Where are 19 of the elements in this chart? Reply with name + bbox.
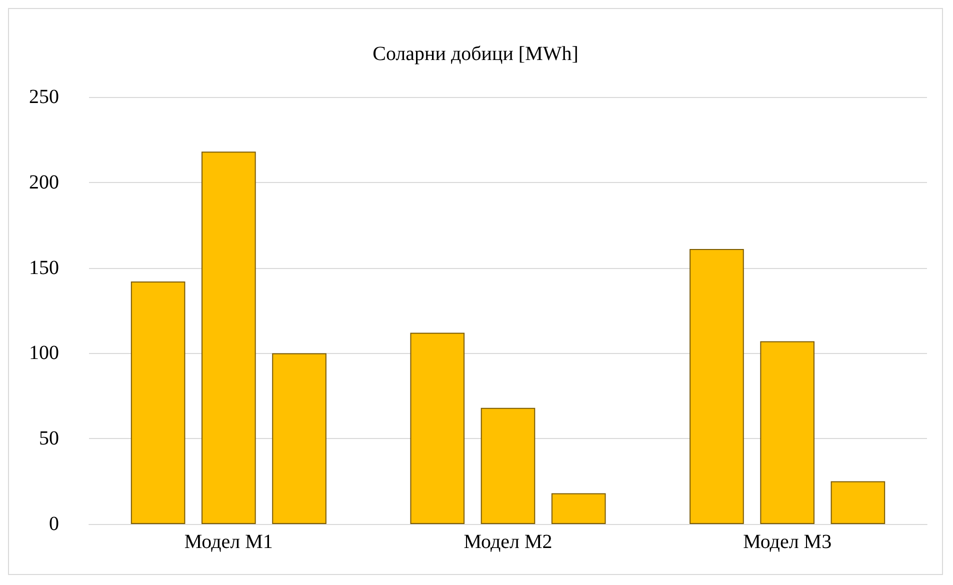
- y-tick-label: 200: [29, 171, 59, 194]
- x-tick-label: Модел M3: [743, 531, 832, 553]
- y-tick-label: 150: [29, 256, 59, 279]
- x-tick-label: Модел M1: [184, 531, 273, 553]
- bar: [830, 481, 886, 524]
- bar: [480, 408, 536, 524]
- bar: [272, 353, 326, 524]
- y-tick-label: 250: [29, 86, 59, 108]
- y-tick-label: 0: [49, 513, 59, 535]
- bar: [690, 249, 744, 524]
- bar: [551, 493, 606, 524]
- y-tick-label: 100: [29, 342, 59, 364]
- bar: [760, 341, 814, 524]
- bar: [202, 152, 256, 524]
- chart-title: Соларни добици [MWh]: [372, 43, 578, 65]
- bar: [410, 332, 465, 524]
- x-tick-label: Модел M2: [464, 531, 552, 553]
- y-tick-label: 50: [39, 428, 59, 450]
- bar: [130, 281, 186, 524]
